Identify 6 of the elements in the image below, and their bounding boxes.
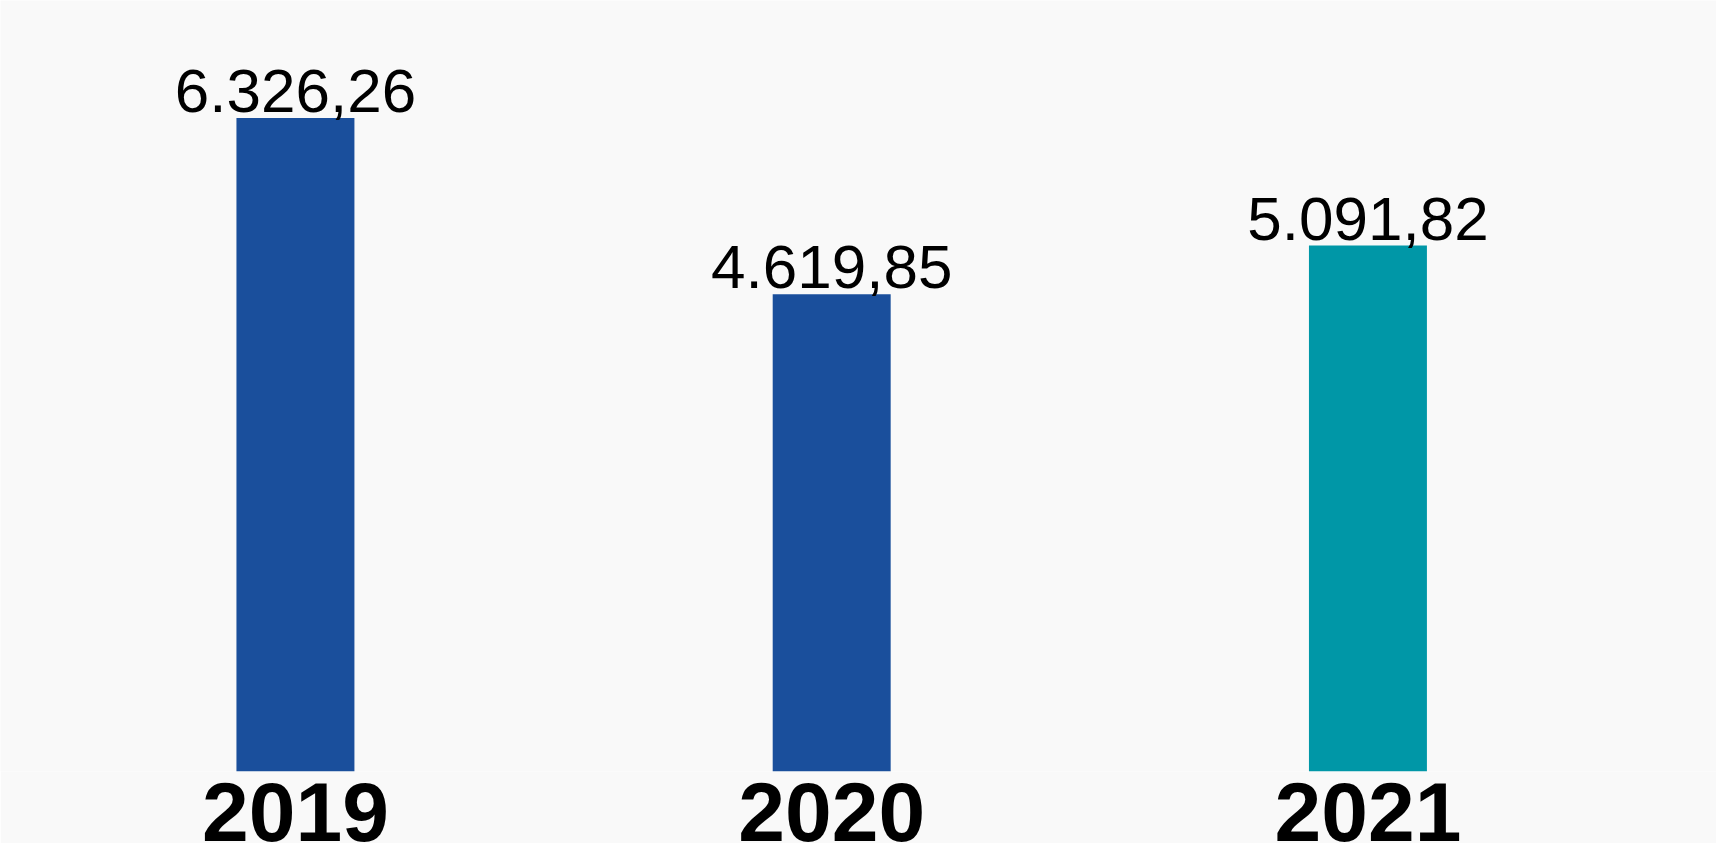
data-label: 5.091,82 — [1247, 183, 1489, 253]
x-tick-label: 2021 — [1274, 764, 1462, 843]
data-label: 6.326,26 — [174, 56, 417, 126]
x-tick-label: 2019 — [202, 764, 389, 843]
data-label: 4.619,85 — [711, 232, 953, 302]
x-tick-label: 2020 — [738, 764, 926, 843]
